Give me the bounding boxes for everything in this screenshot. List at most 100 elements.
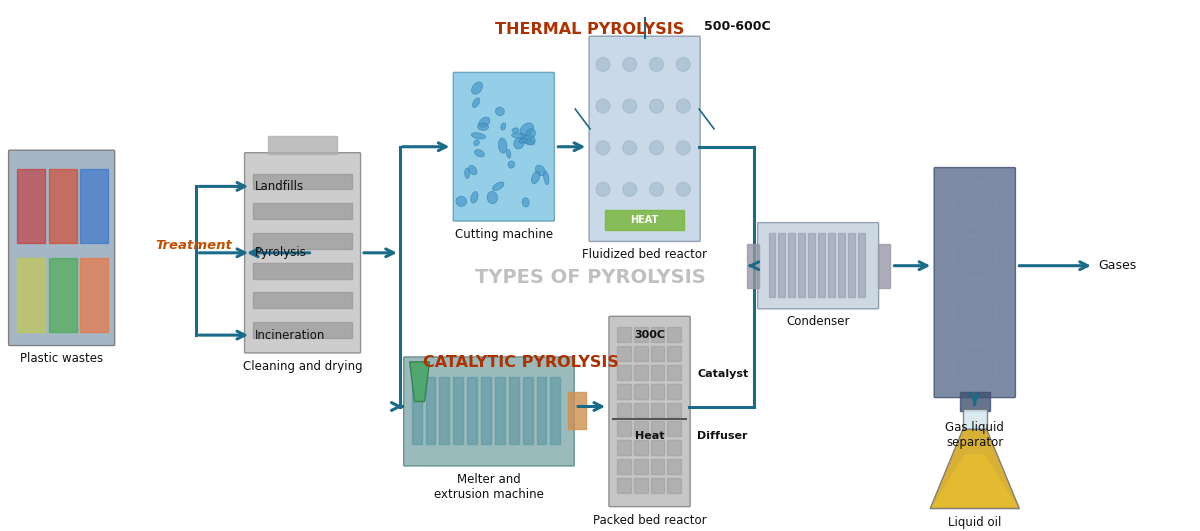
Bar — [17, 168, 44, 243]
Bar — [481, 377, 491, 444]
Circle shape — [623, 141, 637, 155]
Bar — [617, 440, 631, 455]
Text: THERMAL PYROLYSIS: THERMAL PYROLYSIS — [496, 22, 685, 37]
Bar — [536, 377, 546, 444]
Circle shape — [649, 141, 664, 155]
Bar — [634, 402, 648, 417]
Circle shape — [649, 99, 664, 113]
Circle shape — [623, 99, 637, 113]
Bar — [49, 168, 77, 243]
Circle shape — [649, 57, 664, 71]
Text: CATALYTIC PYROLYSIS: CATALYTIC PYROLYSIS — [422, 355, 619, 370]
Bar — [650, 440, 665, 455]
Ellipse shape — [518, 138, 527, 143]
Circle shape — [677, 141, 690, 155]
Bar — [634, 422, 648, 436]
Bar — [650, 384, 665, 399]
Bar — [551, 377, 560, 444]
Text: 300C: 300C — [634, 330, 665, 340]
Bar — [268, 136, 337, 153]
Ellipse shape — [474, 140, 479, 146]
FancyBboxPatch shape — [934, 168, 1015, 398]
Ellipse shape — [506, 149, 511, 158]
Bar — [828, 233, 835, 297]
Bar — [617, 327, 631, 342]
Ellipse shape — [474, 150, 485, 157]
Circle shape — [677, 99, 690, 113]
Bar — [509, 377, 518, 444]
Bar — [650, 459, 665, 474]
Ellipse shape — [464, 168, 470, 178]
Bar — [650, 346, 665, 361]
Ellipse shape — [544, 171, 548, 185]
Text: Diffuser: Diffuser — [697, 431, 748, 441]
Circle shape — [623, 57, 637, 71]
FancyBboxPatch shape — [608, 316, 690, 507]
Bar — [426, 377, 436, 444]
Bar — [49, 258, 77, 332]
Bar — [650, 402, 665, 417]
Bar — [80, 168, 108, 243]
Bar — [617, 459, 631, 474]
Bar — [818, 233, 826, 297]
Text: Treatment: Treatment — [156, 239, 233, 252]
Bar — [617, 402, 631, 417]
Bar — [439, 377, 449, 444]
Polygon shape — [930, 429, 1019, 509]
Bar — [667, 384, 682, 399]
Bar — [412, 377, 421, 444]
FancyBboxPatch shape — [757, 222, 878, 309]
Bar — [650, 478, 665, 493]
Bar — [858, 233, 865, 297]
Text: Catalyst: Catalyst — [697, 369, 749, 379]
Bar — [253, 203, 352, 219]
Bar — [617, 365, 631, 380]
Bar — [634, 459, 648, 474]
Bar — [960, 392, 990, 412]
Bar — [768, 233, 775, 297]
Bar — [634, 365, 648, 380]
Text: Fluidized bed reactor: Fluidized bed reactor — [582, 248, 707, 261]
Circle shape — [596, 141, 610, 155]
Bar — [667, 478, 682, 493]
Ellipse shape — [522, 198, 529, 207]
Ellipse shape — [527, 129, 535, 138]
Ellipse shape — [521, 134, 535, 144]
Bar — [617, 422, 631, 436]
Bar — [634, 327, 648, 342]
Bar — [523, 377, 533, 444]
Ellipse shape — [508, 161, 515, 168]
Text: Gases: Gases — [1099, 259, 1136, 272]
Bar — [253, 322, 352, 338]
Polygon shape — [409, 362, 430, 401]
Text: Pyrolysis: Pyrolysis — [254, 246, 307, 259]
Text: Heat: Heat — [635, 431, 665, 441]
Bar — [848, 233, 854, 297]
Ellipse shape — [496, 107, 504, 116]
Bar — [569, 392, 586, 429]
Polygon shape — [932, 454, 1018, 507]
FancyBboxPatch shape — [8, 150, 115, 346]
Bar — [779, 233, 786, 297]
Text: Cleaning and drying: Cleaning and drying — [242, 360, 362, 373]
Bar — [253, 293, 352, 309]
Ellipse shape — [523, 139, 534, 145]
Bar — [467, 377, 478, 444]
Bar — [634, 478, 648, 493]
Ellipse shape — [512, 128, 518, 133]
Text: Condenser: Condenser — [786, 315, 850, 328]
Ellipse shape — [472, 133, 486, 139]
Text: Packed bed reactor: Packed bed reactor — [593, 513, 707, 527]
Bar — [877, 244, 889, 287]
Text: HEAT: HEAT — [630, 215, 659, 225]
Bar — [454, 377, 463, 444]
Bar — [494, 377, 505, 444]
Bar — [667, 422, 682, 436]
Text: Cutting machine: Cutting machine — [455, 228, 553, 241]
Ellipse shape — [492, 182, 504, 191]
Bar — [667, 365, 682, 380]
Bar — [838, 233, 845, 297]
Circle shape — [649, 183, 664, 196]
Bar — [634, 346, 648, 361]
Ellipse shape — [520, 123, 534, 136]
